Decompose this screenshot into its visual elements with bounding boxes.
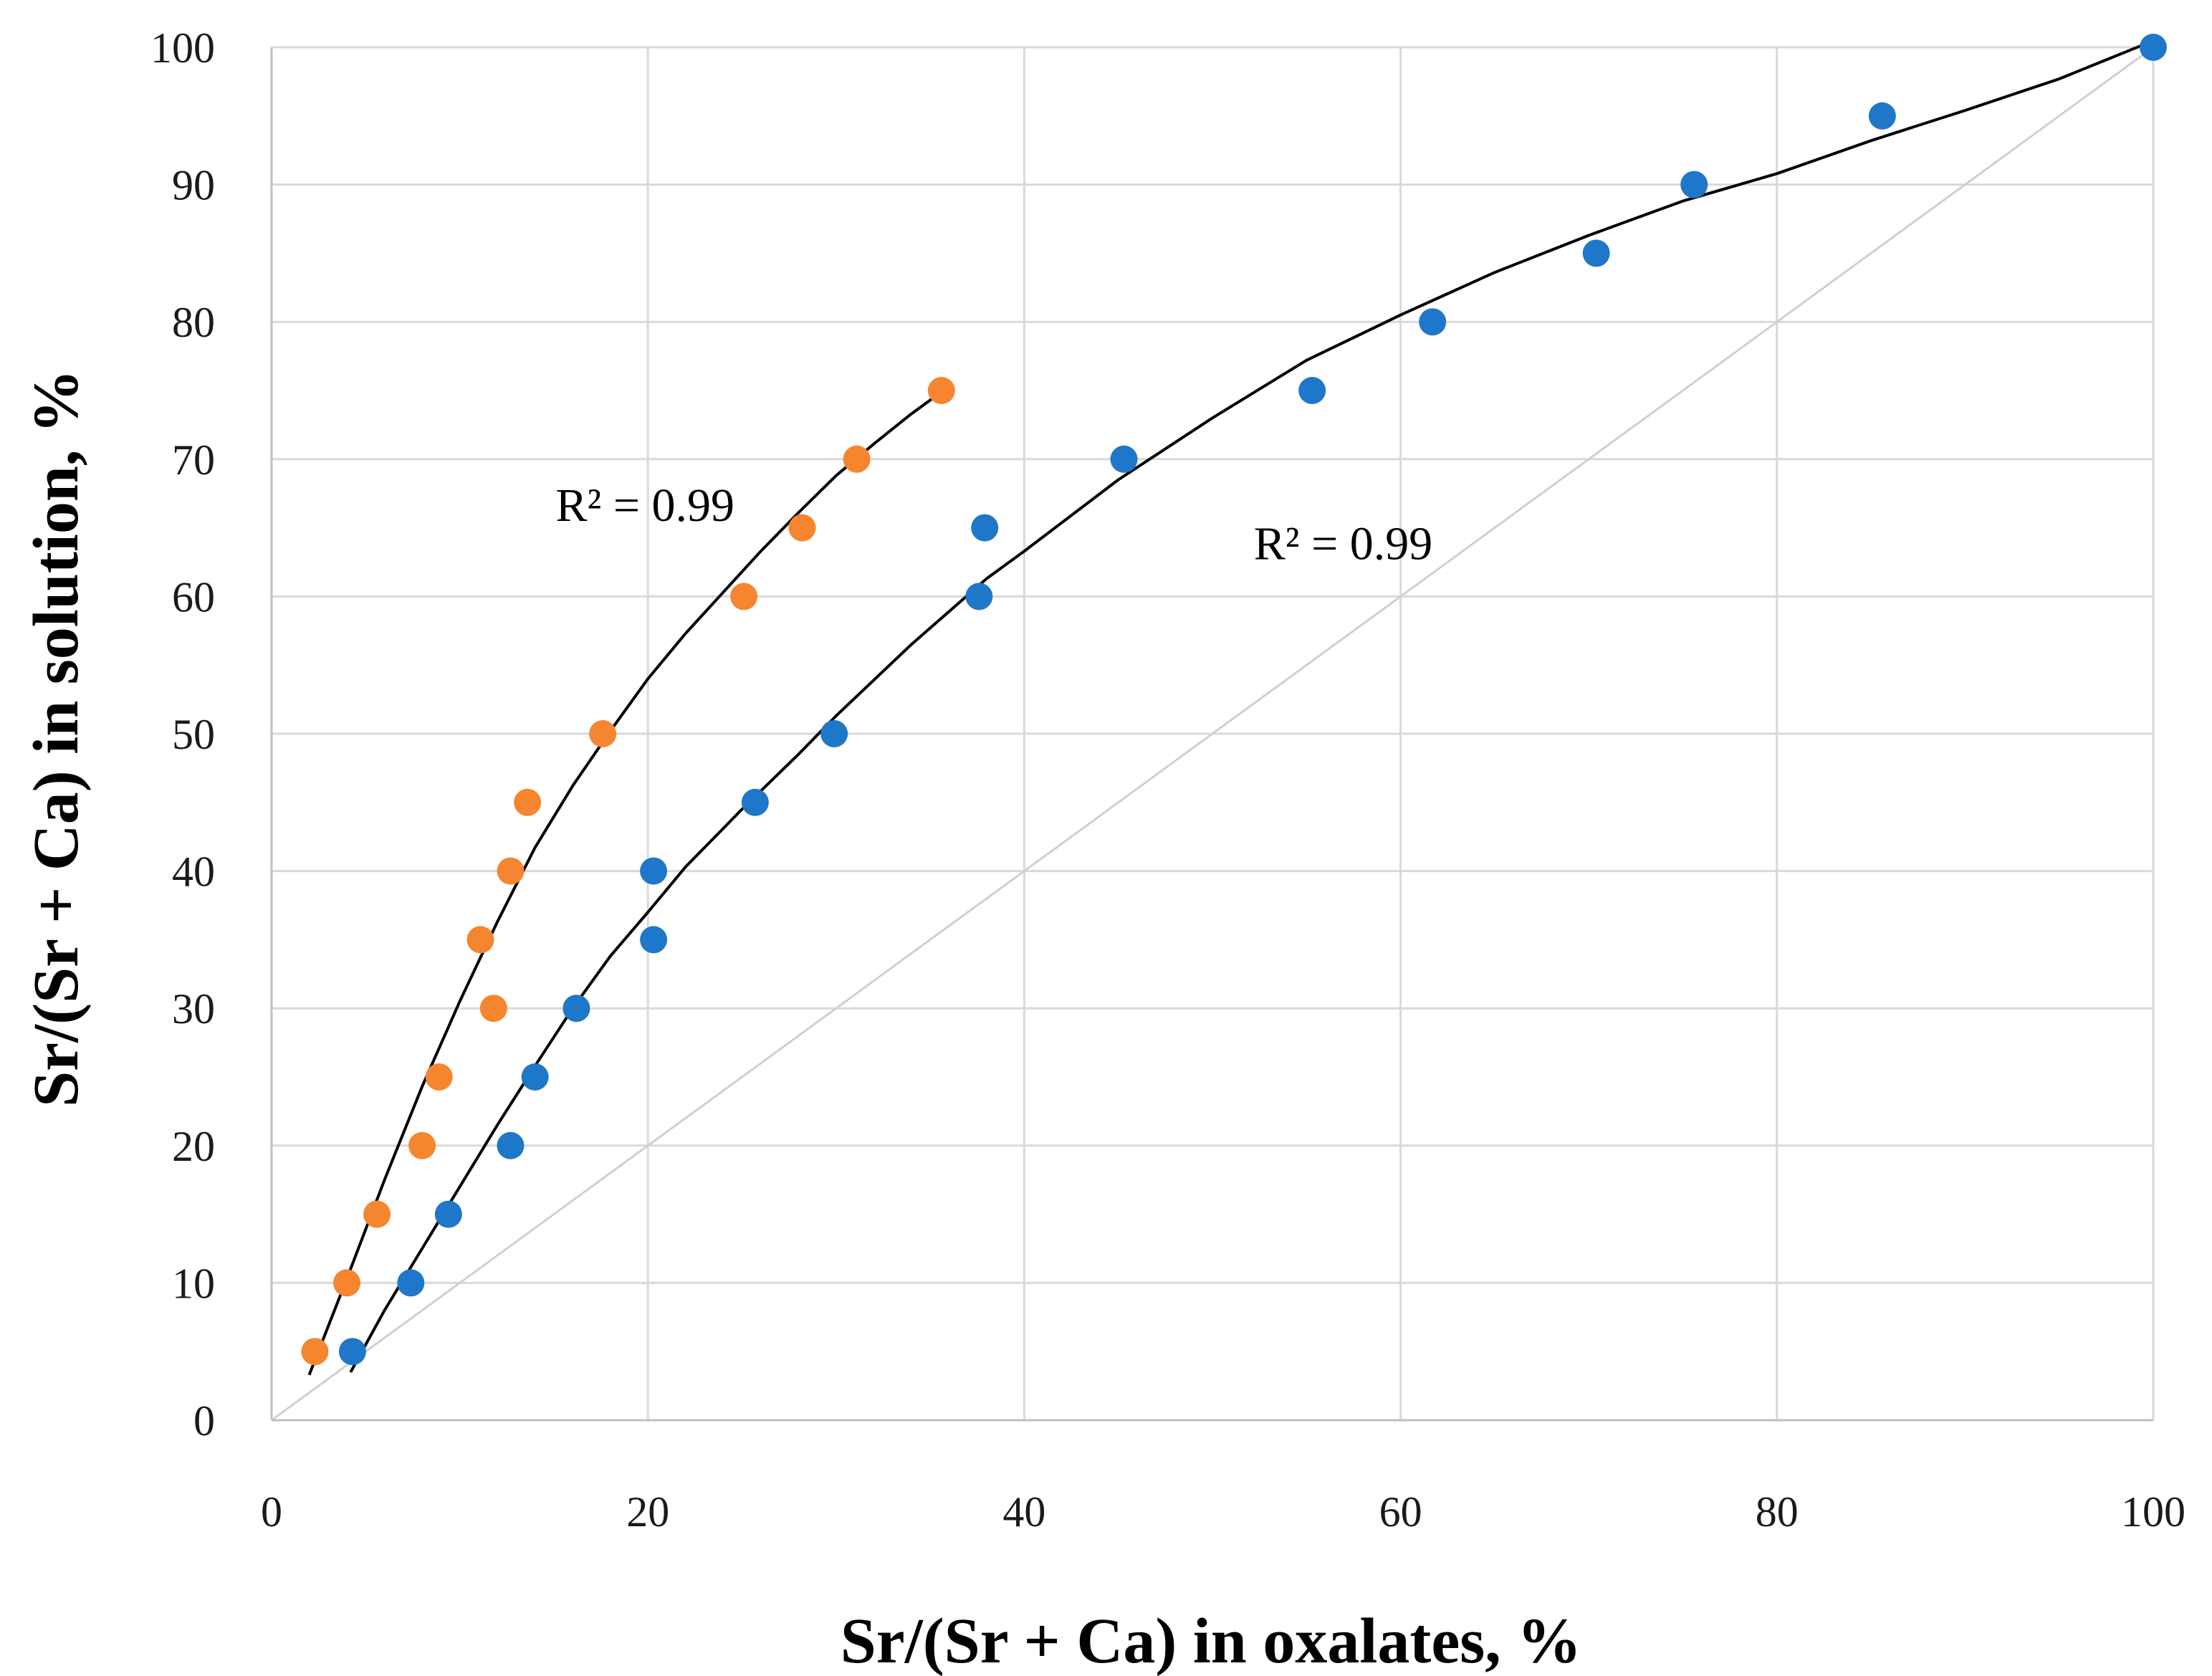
data-point-series-orange <box>788 514 816 542</box>
data-point-series-orange <box>927 377 955 404</box>
data-point-series-orange <box>301 1338 329 1366</box>
x-tick-label: 0 <box>261 1488 282 1536</box>
y-tick-label: 60 <box>172 573 215 621</box>
data-point-series-blue <box>562 995 590 1023</box>
data-points <box>301 34 2167 1366</box>
data-point-series-blue <box>640 857 668 885</box>
y-tick-label: 40 <box>172 848 215 896</box>
x-tick-label: 100 <box>2121 1488 2185 1536</box>
reference-line-group <box>271 46 2154 1422</box>
y-tick-label: 70 <box>172 436 215 484</box>
y-tick-label: 10 <box>172 1260 215 1307</box>
data-point-series-blue <box>434 1200 462 1228</box>
y-tick-label: 20 <box>172 1123 215 1170</box>
y-tick-label: 100 <box>150 24 215 72</box>
data-point-series-blue <box>1110 445 1138 473</box>
data-point-series-orange <box>843 445 871 473</box>
data-point-series-blue <box>2140 34 2167 61</box>
x-tick-label: 80 <box>1756 1488 1799 1536</box>
data-point-series-orange <box>363 1200 391 1228</box>
data-point-series-blue <box>820 720 848 747</box>
data-point-series-orange <box>408 1131 436 1159</box>
data-point-series-orange <box>333 1269 361 1297</box>
trendlines <box>307 43 2145 1376</box>
x-tick-labels: 0 20 40 60 80 100 <box>261 1488 2185 1536</box>
y-axis-title: Sr/(Sr + Ca) in solution, % <box>21 369 92 1107</box>
data-point-series-orange <box>514 788 542 816</box>
data-point-series-orange <box>589 720 617 747</box>
y-tick-labels: 0 10 20 30 40 50 60 70 80 90 100 <box>150 24 215 1445</box>
x-axis-title: Sr/(Sr + Ca) in oxalates, % <box>841 1606 1582 1676</box>
grid <box>272 46 2155 1420</box>
annotation-r2-blue: R² = 0.99 <box>1254 518 1433 570</box>
data-point-series-blue <box>741 788 769 816</box>
data-point-series-orange <box>479 995 507 1023</box>
data-point-series-orange <box>497 857 525 885</box>
x-tick-label: 60 <box>1379 1488 1422 1536</box>
y-tick-label: 50 <box>172 711 215 758</box>
data-point-series-orange <box>466 926 494 954</box>
data-point-series-orange <box>730 583 758 610</box>
data-point-series-blue <box>1582 239 1610 267</box>
reference-line <box>271 46 2154 1422</box>
data-point-series-blue <box>521 1063 549 1091</box>
x-tick-label: 40 <box>1002 1488 1045 1536</box>
axes <box>270 47 2153 1422</box>
trendline-series-orange <box>307 396 935 1376</box>
data-point-series-blue <box>1868 102 1896 130</box>
y-tick-label: 0 <box>193 1397 215 1445</box>
data-point-series-blue <box>640 926 668 954</box>
data-point-series-blue <box>1419 308 1447 336</box>
data-point-series-blue <box>971 514 999 542</box>
data-point-series-blue <box>338 1338 366 1366</box>
annotation-r2-orange: R² = 0.99 <box>556 479 735 532</box>
data-point-series-blue <box>1680 171 1708 198</box>
y-tick-label: 90 <box>172 162 215 209</box>
trendline-series-blue <box>349 43 2145 1373</box>
x-tick-label: 20 <box>626 1488 669 1536</box>
annotations: R² = 0.99 R² = 0.99 <box>556 479 1433 570</box>
data-point-series-blue <box>497 1131 525 1159</box>
data-point-series-blue <box>397 1269 425 1297</box>
data-point-series-blue <box>1298 377 1326 404</box>
y-tick-label: 30 <box>172 985 215 1033</box>
data-point-series-blue <box>965 583 993 610</box>
y-tick-label: 80 <box>172 299 215 346</box>
data-point-series-orange <box>425 1063 453 1091</box>
